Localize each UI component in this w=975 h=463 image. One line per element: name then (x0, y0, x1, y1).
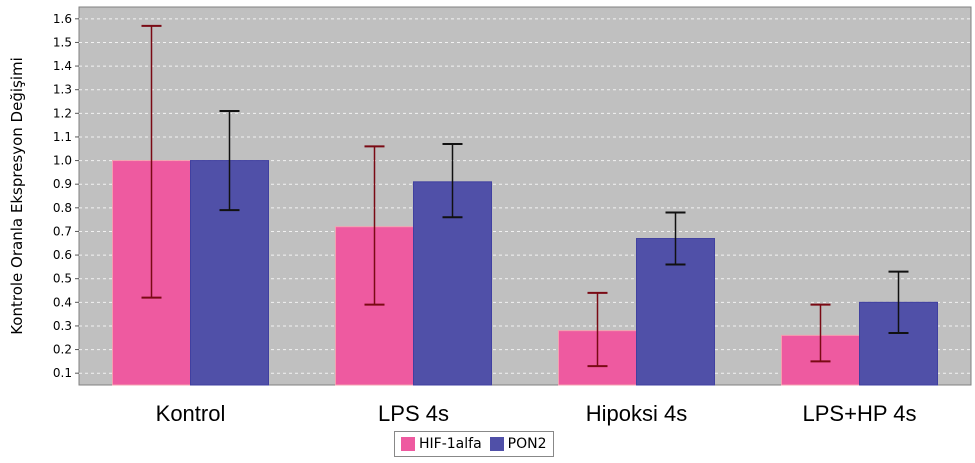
y-tick-label: 1.1 (53, 130, 72, 144)
error-bars (141, 24, 909, 368)
legend-label-pon2: PON2 (507, 436, 547, 452)
y-tick-label: 1.5 (53, 35, 72, 49)
legend-item-hif: HIF-1alfa (401, 436, 482, 452)
x-tick-label: LPS 4s (378, 401, 449, 426)
y-tick-label: 0.3 (53, 319, 72, 333)
y-tick-label: 0.8 (53, 201, 72, 215)
y-tick-label: 1.4 (53, 59, 72, 73)
y-tick-label: 0.7 (53, 224, 72, 238)
y-tick-label: 0.9 (53, 177, 72, 191)
y-axis: 0.1 0.2 0.3 0.4 0.5 0.6 0.7 0.8 0.9 1.0 1.1 1.2 1.3 1… (53, 12, 79, 380)
x-tick-label: Hipoksi 4s (586, 401, 687, 426)
x-tick-label: LPS+HP 4s (803, 401, 917, 426)
x-axis: Kontrol LPS 4s Hipoksi 4s LPS+HP 4s (156, 401, 917, 426)
y-tick-label: 0.1 (53, 366, 72, 380)
y-tick-label: 1.3 (53, 83, 72, 97)
legend: HIF-1alfa PON2 (394, 431, 554, 457)
y-tick-label: 0.6 (53, 248, 72, 262)
grid-lines (79, 18, 971, 374)
legend-swatch-hif (401, 437, 415, 451)
y-axis-label: Kontrole Oranla Ekspresyon Değişimi (8, 57, 26, 335)
legend-swatch-pon2 (489, 437, 504, 451)
y-tick-label: 0.4 (53, 295, 72, 309)
y-tick-label: 1.2 (53, 106, 72, 120)
bars (112, 160, 938, 386)
x-tick-label: Kontrol (156, 401, 226, 426)
y-tick-label: 1.0 (53, 154, 72, 168)
y-tick-label: 0.2 (53, 343, 72, 357)
y-tick-label: 1.6 (53, 12, 72, 26)
y-tick-label: 0.5 (53, 272, 72, 286)
legend-item-pon2: PON2 (489, 436, 547, 452)
legend-label-hif: HIF-1alfa (419, 436, 482, 452)
